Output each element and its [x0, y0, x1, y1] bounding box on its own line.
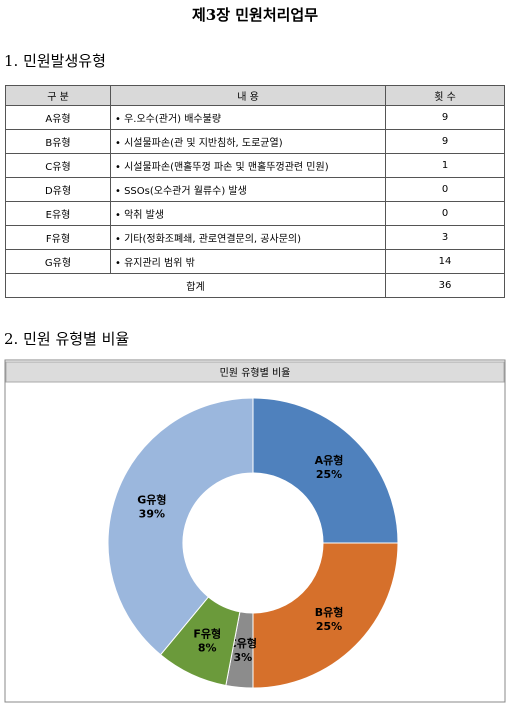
- complaint-table: 구 분 내 용 횟 수 A유형 • 우.오수(관거) 배수불량 9 B유형 • 시설물파…: [5, 85, 505, 298]
- table-row: F유형 • 기타(정화조폐쇄, 관로연결문의, 공사문의) 3: [5, 225, 505, 250]
- segment-name: A유형: [315, 453, 344, 467]
- segment-label: 3%: [234, 651, 253, 664]
- content-cell: • 우.오수(관거) 배수불량: [110, 105, 386, 130]
- count-cell: 3: [385, 225, 505, 250]
- count-cell: 9: [385, 105, 505, 130]
- donut-segment: [252, 542, 399, 689]
- count-cell: 0: [385, 177, 505, 202]
- segment-label: 8%: [198, 641, 217, 654]
- content-cell: • 유지관리 범위 밖: [110, 249, 386, 274]
- content-cell: • SSOs(오수관거 월류수) 발생: [110, 177, 386, 202]
- table-row: A유형 • 우.오수(관거) 배수불량 9: [5, 105, 505, 130]
- table-row: C유형 • 시설물파손(맨홀뚜껑 파손 및 맨홀뚜껑관련 민원) 1: [5, 153, 505, 178]
- header-cell: 구 분: [5, 85, 111, 106]
- content-cell: • 기타(정화조폐쇄, 관로연결문의, 공사문의): [110, 225, 386, 250]
- segment-name: B유형: [315, 605, 344, 619]
- count-cell: 9: [385, 129, 505, 154]
- count-cell: 0: [385, 201, 505, 226]
- section-heading: 1. 민원발생유형: [4, 52, 106, 70]
- total-value: 36: [385, 273, 505, 298]
- segment-name: C유형: [229, 636, 257, 650]
- page-title: 제3장 민원처리업무: [191, 6, 319, 24]
- total-row: 합계 36: [5, 273, 505, 298]
- header-cell: 내 용: [110, 85, 386, 106]
- donut-segment: [107, 397, 254, 656]
- type-cell: A유형: [5, 105, 111, 130]
- segment-label: 25%: [316, 468, 342, 481]
- total-label: 합계: [5, 273, 386, 298]
- chart-header: [5, 361, 505, 383]
- type-cell: B유형: [5, 129, 111, 154]
- segment-label: 39%: [139, 508, 165, 521]
- section-heading: 2. 민원 유형별 비율: [4, 330, 130, 348]
- chart-title: 민원 유형별 비율: [220, 367, 291, 379]
- table-row: E유형 • 악취 발생 0: [5, 201, 505, 226]
- count-cell: 1: [385, 153, 505, 178]
- type-cell: F유형: [5, 225, 111, 250]
- donut-segment: [252, 397, 399, 544]
- segment-name: G유형: [137, 493, 166, 507]
- content-cell: • 시설물파손(맨홀뚜껑 파손 및 맨홀뚜껑관련 민원): [110, 153, 386, 178]
- header-cell: 횟 수: [385, 85, 505, 106]
- table-body: A유형 • 우.오수(관거) 배수불량 9 B유형 • 시설물파손(관 및 지반침하, …: [5, 105, 505, 298]
- header-row: 구 분 내 용 횟 수: [5, 85, 505, 106]
- content-cell: • 악취 발생: [110, 201, 386, 226]
- segment-name: F유형: [193, 626, 221, 640]
- segment-label: 25%: [316, 620, 342, 633]
- type-cell: E유형: [5, 201, 111, 226]
- table-row: D유형 • SSOs(오수관거 월류수) 발생 0: [5, 177, 505, 202]
